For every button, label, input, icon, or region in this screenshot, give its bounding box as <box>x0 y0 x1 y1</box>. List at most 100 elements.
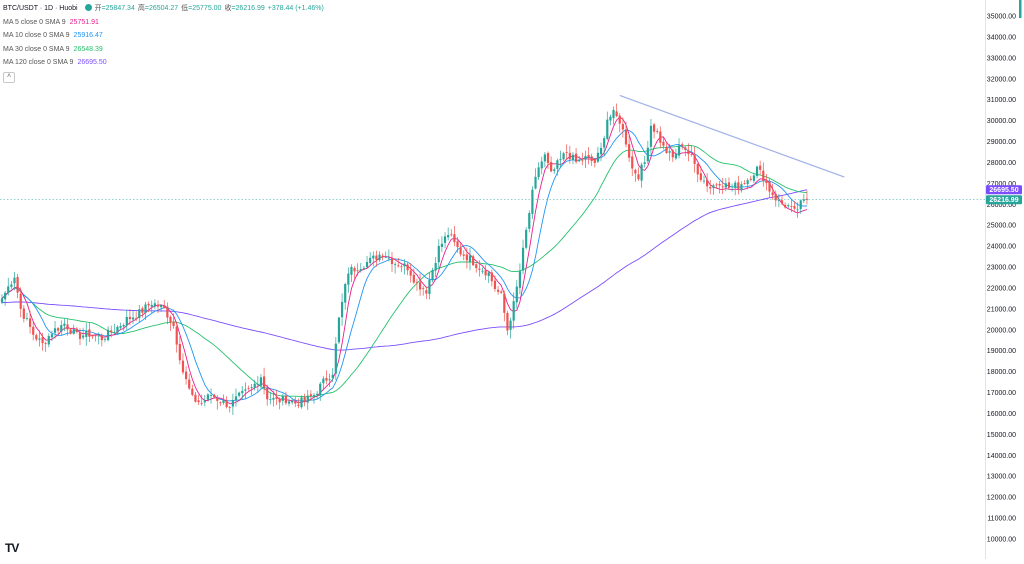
candle-body <box>565 152 568 153</box>
y-tick-label: 34000.00 <box>987 34 1016 41</box>
candle-body <box>746 180 749 185</box>
candle-body <box>350 266 353 275</box>
candle-body <box>578 159 581 162</box>
candle-body <box>7 286 10 293</box>
legend-item-ma10[interactable]: MA 10 close 0 SMA 9 25916.47 <box>3 29 327 43</box>
candle-body <box>584 156 587 160</box>
candle-body <box>512 301 515 321</box>
ohlc-header: BTC/USDT · 1D · Huobi 开=25847.34 高=26504.2… <box>3 2 327 16</box>
candle-body <box>384 256 387 258</box>
candle-body <box>4 292 7 300</box>
candle-body <box>82 335 85 338</box>
candle-body <box>225 400 228 407</box>
tradingview-logo[interactable]: TV <box>5 541 19 555</box>
candle-body <box>590 156 593 162</box>
candle-body <box>141 308 144 313</box>
candle-body <box>709 187 712 189</box>
candle-body <box>10 284 13 287</box>
y-tick-label: 30000.00 <box>987 118 1016 125</box>
candle-body <box>331 374 334 379</box>
y-tick-label: 10000.00 <box>987 537 1016 544</box>
candle-body <box>684 147 687 150</box>
symbol-title[interactable]: BTC/USDT · 1D · Huobi <box>3 5 78 12</box>
axis-scroll-indicator[interactable] <box>1019 0 1022 18</box>
candle-body <box>652 124 656 132</box>
candle-body <box>303 397 306 402</box>
candle-body <box>715 184 718 186</box>
candle-body <box>400 266 403 268</box>
candle-body <box>347 273 350 285</box>
candle-body <box>356 270 359 272</box>
price-axis[interactable]: 10000.00 11000.00 12000.00 13000.00 14000.00… <box>987 14 1016 544</box>
candle-body <box>681 144 684 147</box>
candle-body <box>203 400 206 403</box>
candle-body <box>712 185 715 188</box>
candle-body <box>515 286 518 303</box>
candle-body <box>13 277 16 284</box>
candle-body <box>88 329 91 337</box>
candle-body <box>47 336 50 345</box>
candle-body <box>344 284 347 303</box>
candle-body <box>38 338 41 340</box>
candle-body <box>503 293 506 313</box>
high-value: =26504.27 <box>144 5 179 12</box>
candle-body <box>437 245 440 263</box>
y-tick-label: 31000.00 <box>987 97 1016 104</box>
candle-body <box>431 269 434 281</box>
candle-body <box>337 317 341 343</box>
y-tick-label: 20000.00 <box>987 327 1016 334</box>
candle-body <box>319 383 322 396</box>
candle-body <box>599 147 603 155</box>
y-tick-label: 23000.00 <box>987 265 1016 272</box>
candle-body <box>699 173 702 181</box>
candle-body <box>325 377 328 381</box>
candle-body <box>66 324 69 330</box>
ma30-line <box>1 145 808 398</box>
candle-body <box>777 200 780 201</box>
candle-body <box>537 167 540 178</box>
legend-item-ma5[interactable]: MA 5 close 0 SMA 9 25751.91 <box>3 16 327 30</box>
candle-body <box>428 279 431 294</box>
candle-body <box>496 289 500 292</box>
candle-body <box>793 206 796 209</box>
candle-body <box>621 124 624 130</box>
legend-label: MA 5 close 0 SMA 9 <box>3 18 66 26</box>
candle-body <box>122 324 125 327</box>
candle-body <box>397 265 400 267</box>
legend-item-ma120[interactable]: MA 120 close 0 SMA 9 26695.50 <box>3 56 327 70</box>
candle-body <box>434 262 437 271</box>
candle-body <box>369 257 372 263</box>
candle-body <box>540 161 543 169</box>
candle-body <box>531 189 534 214</box>
candle-body <box>440 243 444 248</box>
candle-body <box>378 254 381 261</box>
candle-body <box>41 337 44 344</box>
candle-body <box>668 151 671 153</box>
legend-item-ma30[interactable]: MA 30 close 0 SMA 9 26548.39 <box>3 43 327 57</box>
candle-body <box>238 392 241 396</box>
open-label: 开 <box>94 5 102 12</box>
candle-body <box>740 184 743 191</box>
candle-body <box>262 376 266 388</box>
candle-body <box>475 264 478 269</box>
ma120-line <box>1 189 808 351</box>
candle-body <box>721 186 724 188</box>
candle-body <box>730 186 734 188</box>
candle-body <box>194 394 197 402</box>
candle-body <box>771 192 774 196</box>
candle-body <box>677 145 681 156</box>
candle-body <box>634 169 637 174</box>
trendline-layer[interactable] <box>619 94 845 178</box>
candle-body <box>57 328 60 331</box>
candle-body <box>256 384 259 385</box>
candle-body <box>693 154 696 164</box>
chevron-up-icon[interactable]: ˄ <box>3 71 15 83</box>
candle-body <box>35 335 38 340</box>
last-price-tag-bg <box>986 195 1022 205</box>
candle-body <box>250 387 253 388</box>
high-label: 高 <box>137 5 145 12</box>
candle-body <box>490 272 493 282</box>
candle-body <box>362 268 366 269</box>
